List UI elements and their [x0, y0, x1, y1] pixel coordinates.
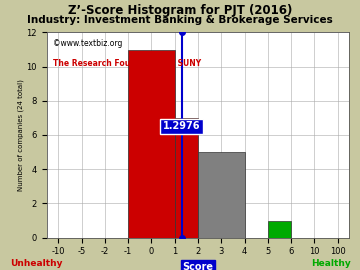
- Text: 1.2976: 1.2976: [163, 122, 201, 131]
- Text: Z’-Score Histogram for PJT (2016): Z’-Score Histogram for PJT (2016): [68, 4, 292, 17]
- Y-axis label: Number of companies (24 total): Number of companies (24 total): [17, 79, 24, 191]
- Text: The Research Foundation of SUNY: The Research Foundation of SUNY: [53, 59, 201, 68]
- Bar: [175, 118, 198, 238]
- Text: Industry: Investment Banking & Brokerage Services: Industry: Investment Banking & Brokerage…: [27, 15, 333, 25]
- X-axis label: Score: Score: [183, 262, 213, 270]
- Bar: [128, 49, 175, 238]
- Bar: [268, 221, 291, 238]
- Text: Unhealthy: Unhealthy: [10, 259, 62, 268]
- Text: ©www.textbiz.org: ©www.textbiz.org: [53, 39, 122, 48]
- Bar: [198, 152, 244, 238]
- Text: Healthy: Healthy: [311, 259, 351, 268]
